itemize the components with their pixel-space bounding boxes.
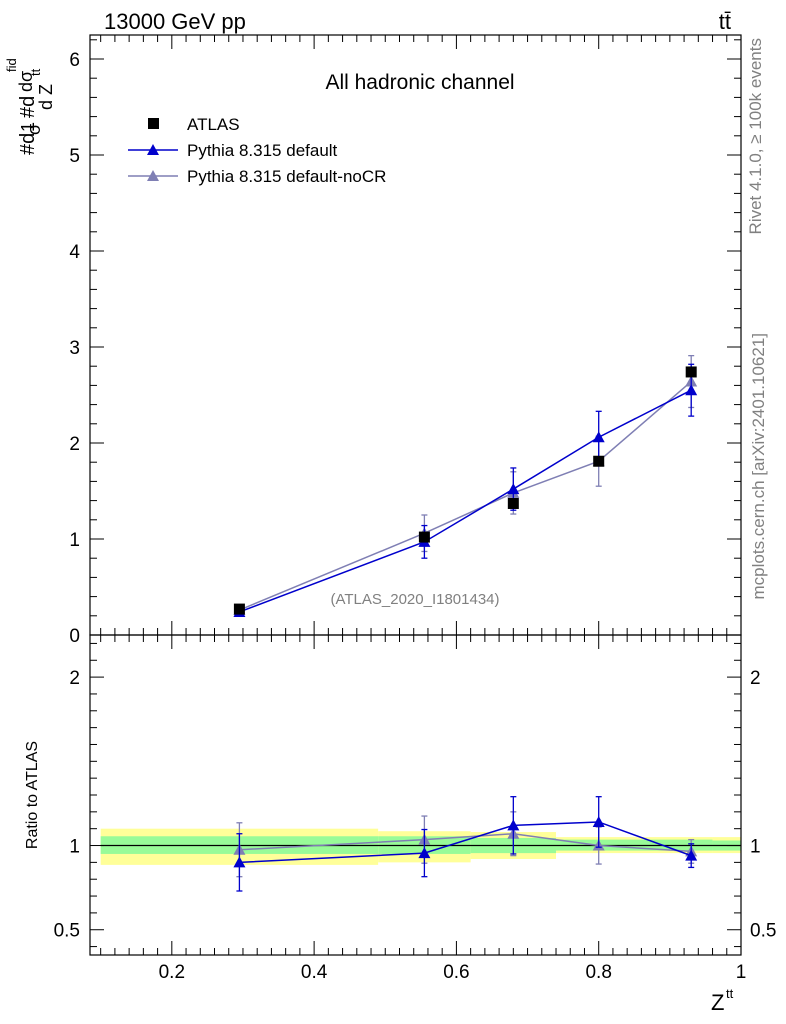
ratio-panel: 0.2 0.4 0.6 0.8 10.5 0.51 12 2 — [54, 634, 776, 983]
x-axis-label: Z tt — [711, 986, 734, 1015]
ratio-y-tick-label-right: 1 — [750, 837, 761, 858]
atlas-point — [507, 497, 519, 509]
svg-text:#d: #d — [17, 96, 39, 118]
default-point — [507, 483, 520, 495]
svg-text:#d: #d — [17, 133, 39, 155]
atlas-point — [233, 603, 245, 615]
y-tick-label: 1 — [69, 530, 80, 551]
mcplots-label: mcplots.cern.ch [arXiv:2401.10621] — [749, 333, 768, 599]
header-left: 13000 GeV pp — [104, 9, 246, 34]
ratio-y-tick-label: 0.5 — [54, 921, 80, 942]
svg-text:1: 1 — [18, 122, 38, 132]
atlas-point — [418, 531, 430, 543]
ratio-y-tick-label: 1 — [69, 837, 80, 858]
x-tick-label: 0.8 — [585, 962, 611, 983]
atlas-point — [593, 455, 605, 467]
y-tick-label: 4 — [69, 242, 80, 263]
ratio-default-point — [685, 849, 698, 861]
ratio-default-point — [592, 815, 605, 827]
legend-label-nocr: Pythia 8.315 default-noCR — [187, 167, 386, 186]
atlas-point — [685, 366, 697, 378]
default-point — [685, 384, 698, 396]
legend-label-default: Pythia 8.315 default — [187, 141, 338, 160]
y-tick-label: 0 — [69, 626, 80, 647]
y-tick-label: 2 — [69, 434, 80, 455]
legend-marker-nocr — [147, 170, 159, 181]
ratio-default-point — [233, 856, 246, 868]
svg-text:fid: fid — [4, 58, 19, 72]
analysis-id: (ATLAS_2020_I1801434) — [330, 591, 499, 608]
x-tick-label: 0.6 — [443, 962, 469, 983]
chart-title: All hadronic channel — [325, 71, 514, 94]
svg-text:tt: tt — [28, 68, 43, 76]
legend-label-atlas: ATLAS — [187, 115, 240, 134]
svg-text:tt: tt — [726, 986, 734, 1001]
rivet-label: Rivet 4.1.0, ≥ 100k events — [746, 38, 765, 234]
ratio-y-label: Ratio to ATLAS — [24, 741, 41, 849]
svg-text:Z: Z — [711, 990, 724, 1015]
default-line — [239, 389, 692, 613]
default-point — [592, 431, 605, 443]
y-axis-label: #d 1 σ #d dσ fid d Z tt — [4, 58, 56, 155]
ratio-default-point — [418, 847, 431, 859]
legend-marker-atlas — [148, 118, 159, 129]
legend-marker-default — [147, 144, 159, 155]
x-tick-label: 1 — [736, 962, 747, 983]
ratio-y-tick-label: 2 — [69, 668, 80, 689]
header-right: tt̄ — [719, 9, 731, 34]
ratio-default-point — [507, 819, 520, 831]
ratio-frame — [89, 634, 742, 956]
legend: ATLAS Pythia 8.315 default Pythia 8.315 … — [128, 115, 386, 186]
y-tick-label: 6 — [69, 50, 80, 71]
svg-text:σ: σ — [24, 124, 44, 135]
nocr-line — [239, 380, 692, 611]
y-tick-label: 3 — [69, 338, 80, 359]
x-tick-label: 0.4 — [301, 962, 328, 983]
ratio-y-tick-label-right: 0.5 — [750, 921, 776, 942]
main-panel: 0 1 2 3 4 5 6 — [69, 34, 742, 955]
x-tick-label: 0.2 — [159, 962, 185, 983]
svg-text:d Z: d Z — [36, 84, 56, 110]
svg-text:dσ: dσ — [16, 71, 36, 92]
y-tick-label: 5 — [69, 146, 80, 167]
ratio-y-tick-label-right: 2 — [750, 668, 761, 689]
